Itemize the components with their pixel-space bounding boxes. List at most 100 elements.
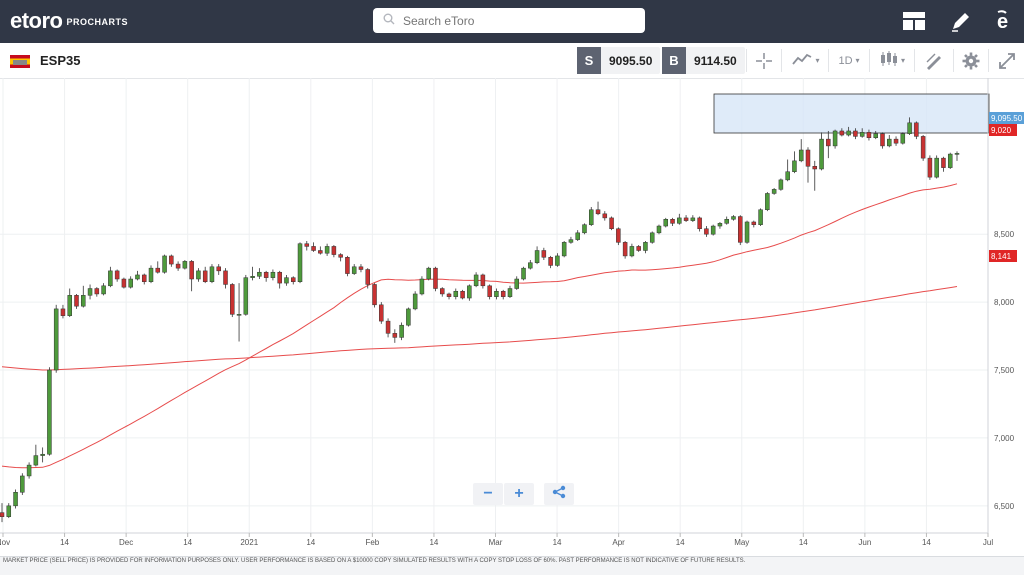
y-tick-label: 6,500 [994,502,1015,511]
candle-body [277,271,282,284]
candle-body [351,266,357,274]
candle-body [460,290,465,299]
chart-type-button[interactable]: ▾ [788,47,824,74]
x-tick-label: 14 [676,538,685,547]
zoom-in-button[interactable]: + [504,483,534,505]
candle-body [318,250,323,254]
candle-body [439,288,445,295]
candle-body [101,285,106,295]
search-box[interactable] [373,8,645,33]
candle-body [297,243,303,282]
candle-body [202,270,208,282]
candle-body [609,217,614,230]
sell-button[interactable]: S 9095.50 [577,47,661,74]
candle-body [175,263,181,269]
buy-button[interactable]: B 9114.50 [662,47,745,74]
candle-body [778,179,784,190]
candle-body [866,132,872,139]
candle-body [548,257,553,266]
layout-icon[interactable] [901,8,927,34]
candle-body [555,255,560,266]
candle-body [880,133,885,147]
x-tick-label: May [734,538,749,547]
candle-body [74,295,79,307]
candle-body [649,232,655,243]
share-button[interactable] [544,483,574,505]
y-tick-label: 8,000 [994,298,1015,307]
etoro-logo[interactable]: etoro PROCHARTS [10,8,128,34]
candle-body [839,130,845,136]
timeframe-dropdown[interactable]: 1D ▾ [833,47,865,74]
search-input[interactable] [401,12,635,29]
candle-body [643,242,648,251]
x-tick-label: 14 [60,538,69,547]
instrument-name[interactable]: ESP35 [40,53,81,68]
candle-body [331,246,337,255]
candle-body [731,216,736,220]
zoom-out-button[interactable]: − [473,483,503,505]
candle-body [358,266,364,270]
candle-body [744,221,750,243]
candle-body [900,133,906,144]
candle-body [758,209,763,225]
candle-body [514,278,520,289]
candle-body [196,270,201,280]
candle-body [480,274,486,287]
x-tick-label: Dec [119,538,133,547]
candle-body [561,242,567,257]
chevron-down-icon: ▾ [900,56,905,65]
candlestick-icon [879,51,899,70]
toolbar-divider [869,49,870,72]
etoro-e-icon[interactable]: e [993,8,1019,34]
search-icon [383,12,395,30]
candle-body [20,475,25,493]
price-chart[interactable]: 6,500 7,000 7,500 8,000 8,500 Nov 14 Dec 14 2021… [0,78,1024,554]
candle-body [304,243,310,247]
candle-body [141,274,147,282]
candle-body [162,255,167,273]
candle-body [487,285,492,297]
chart-grid [0,78,989,533]
candle-body [677,217,682,224]
line-chart-icon [792,52,812,69]
candle-body [284,277,289,284]
candle-body [379,304,384,322]
candle-body [257,271,262,277]
moving-average-lines [1,183,958,469]
candle-body [507,288,513,297]
candle-body [907,122,912,134]
long-ma-marker: 8,141 [989,250,1017,262]
candle-body [121,278,127,288]
candle-body [243,277,249,315]
x-axis-ticks: Nov 14 Dec 14 2021 14 Feb 14 Mar 14 Apr 14 May 14 Jun 1… [0,533,993,547]
candle-body [236,314,242,316]
candle-body [148,267,154,282]
x-tick-label: 14 [553,538,562,547]
candle-body [934,157,939,178]
candle-body [47,369,52,455]
candle-body [345,257,350,274]
settings-gear-icon[interactable] [958,47,984,74]
candle-body [927,157,933,178]
crosshair-icon[interactable] [751,47,777,74]
drawing-tools-icon[interactable] [920,47,948,74]
candle-body [710,225,716,235]
candle-body [406,308,411,326]
candle-body [771,189,777,194]
candle-body [209,266,215,282]
indicators-button[interactable]: ▾ [875,47,909,74]
price-channel-rectangle[interactable] [713,93,990,134]
candle-body [670,219,675,224]
candle-body [26,464,32,477]
edit-pencil-icon[interactable] [948,8,974,34]
candle-body [575,232,580,240]
candle-body [33,455,39,466]
candle-body [663,219,669,227]
fullscreen-expand-icon[interactable] [994,47,1020,74]
candle-body [426,267,431,280]
candle-body [853,130,858,137]
buy-tag: B [662,47,686,74]
product-name: PROCHARTS [66,17,129,28]
x-tick-label: 14 [922,538,931,547]
